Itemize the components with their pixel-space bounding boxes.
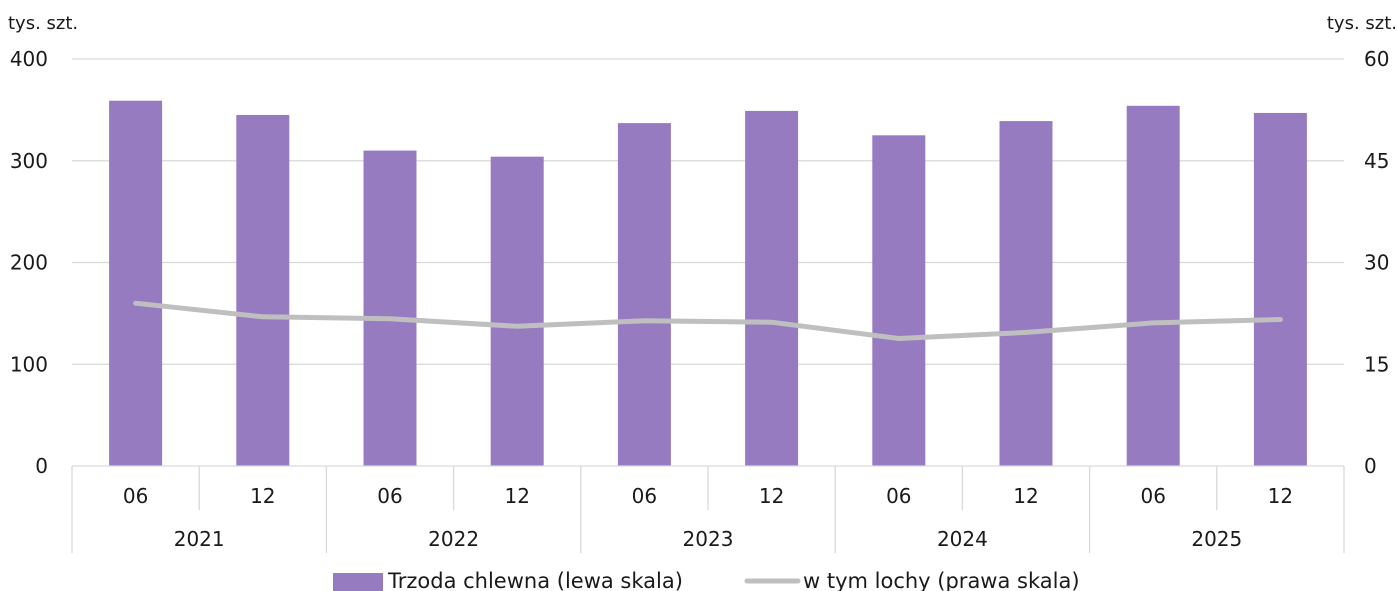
- bar: [1126, 105, 1180, 467]
- right-axis-unit-label: tys. szt.: [1327, 13, 1397, 34]
- bar: [109, 100, 163, 466]
- right-axis-tick-label: 45: [1364, 149, 1389, 173]
- right-axis-tick-label: 15: [1364, 352, 1389, 376]
- legend-label: Trzoda chlewna (lewa skala): [387, 569, 683, 591]
- x-axis-group-label: 2023: [683, 527, 734, 551]
- x-axis-group-label: 2021: [174, 527, 225, 551]
- x-axis-group-label: 2025: [1191, 527, 1242, 551]
- left-axis-tick-label: 300: [10, 149, 48, 173]
- bar: [490, 156, 544, 466]
- x-axis-tick-label: 12: [759, 484, 784, 508]
- bar: [617, 123, 671, 466]
- left-axis-tick-label: 0: [35, 454, 48, 478]
- left-axis-tick-label: 100: [10, 352, 48, 376]
- x-axis-tick-label: 12: [1013, 484, 1038, 508]
- x-axis-tick-label: 12: [504, 484, 529, 508]
- left-axis-tick-label: 200: [10, 251, 48, 275]
- bar: [745, 110, 799, 466]
- x-axis-tick-label: 12: [1268, 484, 1293, 508]
- x-axis: 06 12 06 12 06 12 06 12 06 12 2021 2022 2023 2024 2025: [71, 465, 1345, 553]
- left-axis-unit-label: tys. szt.: [8, 13, 78, 34]
- bar: [999, 121, 1053, 466]
- right-axis-tick-label: 30: [1364, 251, 1389, 275]
- x-axis-tick-label: 06: [1140, 484, 1165, 508]
- left-axis-ticks: 0 100 200 300 400: [10, 47, 48, 478]
- bar: [1253, 112, 1307, 467]
- left-axis-tick-label: 400: [10, 47, 48, 71]
- bar: [363, 150, 417, 466]
- series-line: [133, 300, 1283, 341]
- bar-series: [109, 100, 1307, 467]
- x-axis-tick-label: 06: [632, 484, 657, 508]
- right-axis-tick-label: 0: [1364, 454, 1377, 478]
- x-axis-group-label: 2022: [428, 527, 479, 551]
- bar: [236, 114, 290, 467]
- bar: [872, 135, 926, 466]
- x-axis-tick-label: 06: [123, 484, 148, 508]
- legend: Trzoda chlewna (lewa skala) w tym lochy (…: [333, 569, 1080, 591]
- x-axis-tick-label: 12: [250, 484, 275, 508]
- line-series: [133, 300, 1283, 341]
- legend-label: w tym lochy (prawa skala): [803, 569, 1080, 591]
- right-axis-ticks: 0 15 30 45 60: [1364, 47, 1389, 478]
- legend-swatch-bar: [333, 573, 383, 591]
- x-axis-tick-label: 06: [377, 484, 402, 508]
- x-axis-tick-label: 06: [886, 484, 911, 508]
- x-axis-group-label: 2024: [937, 527, 988, 551]
- right-axis-tick-label: 60: [1364, 47, 1389, 71]
